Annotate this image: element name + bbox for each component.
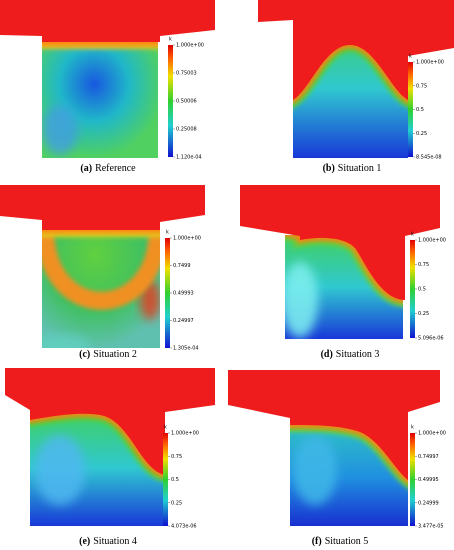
- panel: k 1.000e+00 0.75003 0.50006 0.25008 1.120e-04…: [0, 0, 215, 174]
- colorbar-title: k: [411, 232, 414, 238]
- colorbar-label: 1.000e+00: [171, 431, 199, 437]
- liquid-region: [258, 0, 454, 100]
- caption-text: Situation 1: [338, 163, 382, 174]
- caption: (a) Reference: [80, 163, 136, 174]
- colorbar: [168, 45, 173, 157]
- caption: (b) Situation 1: [323, 163, 382, 174]
- colorbar-label: 1.000e+00: [173, 236, 201, 242]
- caption-label: (d): [321, 349, 333, 360]
- field-blob: [42, 335, 90, 348]
- colorbar-label: 0.25: [418, 311, 429, 317]
- liquid-region: [0, 0, 215, 42]
- colorbar-label: 0.49995: [418, 477, 439, 483]
- field-detail: [42, 215, 160, 348]
- interface-band-inner: [285, 235, 403, 303]
- field-detail: [42, 35, 158, 155]
- caption: (d) Situation 3: [321, 349, 380, 360]
- caption-text: Situation 4: [93, 536, 137, 547]
- caption: (c) Situation 2: [79, 349, 137, 360]
- colorbar-label: 1.305e-04: [173, 346, 199, 352]
- panel: k 1.000e+00 0.7499 0.49993 0.24997 1.305e-04 (…: [0, 185, 205, 360]
- liquid-region: [5, 368, 215, 475]
- caption-text: Situation 5: [325, 536, 369, 547]
- colorbar-label: 0.75003: [176, 71, 197, 77]
- colorbar-label: 0.5: [416, 107, 424, 113]
- colorbar-label: 0.75: [416, 83, 427, 89]
- field-detail: [285, 235, 403, 338]
- liquid-region: [240, 185, 440, 300]
- panel: k 1.000e+00 0.75 0.5 0.25 5.096e-06 (d) Situati…: [240, 185, 446, 360]
- colorbar-label: 0.25008: [176, 127, 197, 133]
- colorbar-label: 1.120e-04: [176, 155, 202, 161]
- colorbar-label: 0.50006: [176, 99, 197, 105]
- colorbar-title: k: [169, 37, 172, 43]
- caption-text: Situation 3: [336, 349, 380, 360]
- caption-label: (f): [312, 536, 322, 547]
- colorbar-label: 0.25: [416, 131, 427, 137]
- field-blob: [35, 435, 85, 505]
- panel: k 1.000e+00 0.74997 0.49995 0.24999 3.477e-05…: [228, 370, 446, 547]
- colorbar: [165, 238, 170, 348]
- caption-text: Situation 2: [93, 349, 137, 360]
- colorbar-label: 0.75: [171, 454, 182, 460]
- panel: k 1.000e+00 0.75 0.5 0.25 4.073e-06 (e) Situati…: [5, 368, 215, 547]
- panel: k 1.000e+00 0.75 0.5 0.25 8.545e-08 (b) Situati…: [258, 0, 454, 174]
- colorbar-label: 5.096e-06: [418, 336, 444, 342]
- colorbar-label: 1.000e+00: [176, 43, 204, 49]
- colorbar-label: 0.5: [171, 477, 179, 483]
- colorbar-label: 0.75: [418, 262, 429, 268]
- colorbar-label: 0.24997: [173, 318, 194, 324]
- colorbar-title: k: [411, 425, 414, 431]
- colorbar-label: 1.000e+00: [418, 238, 446, 244]
- colorbar-label: 1.000e+00: [418, 431, 446, 437]
- colorbar: [410, 240, 415, 338]
- caption-text: Reference: [95, 163, 136, 174]
- field-blob: [42, 105, 78, 155]
- liquid-region: [0, 185, 205, 230]
- colorbar-title: k: [164, 425, 167, 431]
- colorbar-label: 3.477e-05: [418, 524, 444, 530]
- caption: (f) Situation 5: [312, 536, 369, 547]
- colorbar: [410, 433, 415, 526]
- caption-label: (b): [323, 163, 335, 174]
- field-band: [42, 227, 160, 310]
- caption-label: (a): [80, 163, 92, 174]
- colorbar-label: 0.49993: [173, 291, 194, 297]
- field-blob: [293, 435, 337, 505]
- colorbar-label: 1.000e+00: [416, 60, 444, 66]
- colorbar-label: 8.545e-08: [416, 155, 442, 161]
- colorbar-label: 0.7499: [173, 263, 191, 269]
- colorbar: [408, 62, 413, 157]
- colorbar-label: 0.74997: [418, 454, 439, 460]
- colorbar-label: 0.5: [418, 287, 426, 293]
- caption-label: (c): [79, 349, 90, 360]
- caption: (e) Situation 4: [79, 536, 137, 547]
- colorbar: [163, 433, 168, 526]
- field-blob: [285, 262, 318, 338]
- colorbar-label: 0.24999: [418, 500, 439, 506]
- colorbar-label: 0.25: [171, 500, 182, 506]
- colorbar-title: k: [409, 54, 412, 60]
- caption-label: (e): [79, 536, 90, 547]
- colorbar-title: k: [166, 230, 169, 236]
- colorbar-label: 4.073e-06: [171, 524, 197, 530]
- liquid-region: [228, 370, 440, 480]
